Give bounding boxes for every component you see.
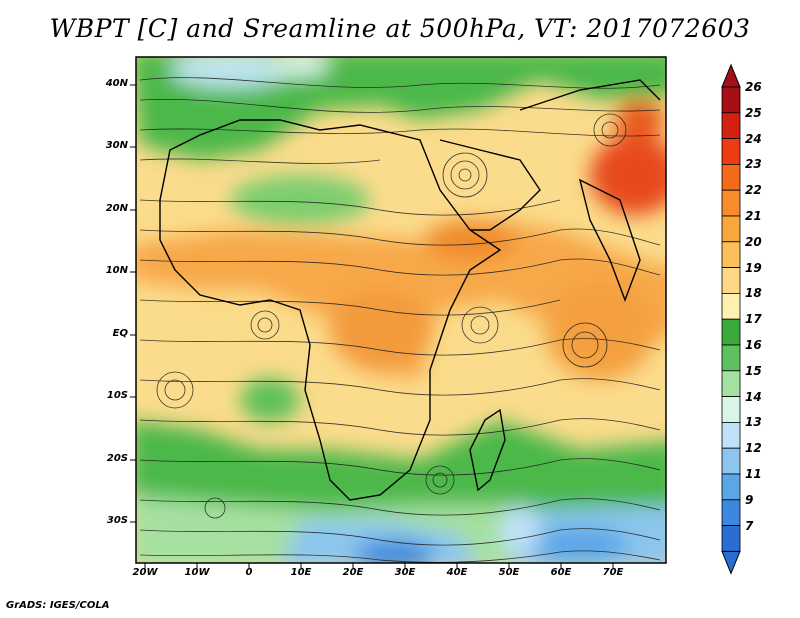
colorbar-label: 15 bbox=[745, 363, 762, 378]
colorbar bbox=[721, 63, 741, 575]
colorbar-label: 23 bbox=[745, 157, 762, 172]
colorbar-label: 20 bbox=[745, 234, 762, 249]
colorbar-label: 25 bbox=[745, 105, 762, 120]
lat-label: 30N bbox=[105, 140, 128, 151]
lat-label: 10S bbox=[106, 390, 128, 401]
colorbar-swatch bbox=[721, 447, 741, 475]
colorbar-swatch bbox=[721, 421, 741, 449]
colorbar-swatch bbox=[721, 370, 741, 397]
colorbar-swatch bbox=[721, 189, 741, 217]
coastlines bbox=[159, 79, 661, 501]
lat-label: 10N bbox=[105, 265, 128, 276]
colorbar-label: 21 bbox=[745, 209, 762, 223]
plot-frame bbox=[135, 56, 667, 564]
colorbar-label: 17 bbox=[745, 312, 762, 327]
lon-label: 0 bbox=[245, 567, 253, 578]
lon-label: 30E bbox=[394, 567, 416, 578]
colorbar-swatch bbox=[721, 267, 741, 294]
colorbar-label: 13 bbox=[745, 415, 762, 430]
colorbar-label: 19 bbox=[745, 260, 762, 275]
lon-label: 10E bbox=[290, 567, 312, 578]
colorbar-swatch bbox=[721, 499, 741, 526]
lon-label: 60E bbox=[550, 567, 572, 578]
colorbar-label: 11 bbox=[745, 467, 762, 481]
lon-label: 40E bbox=[446, 567, 468, 578]
axis-ticks bbox=[130, 84, 614, 569]
colorbar-label: 9 bbox=[745, 492, 754, 507]
colorbar-label: 18 bbox=[745, 286, 762, 301]
colorbar-label: 22 bbox=[745, 183, 762, 198]
colorbar-swatch bbox=[721, 292, 741, 320]
colorbar-swatch bbox=[721, 241, 741, 269]
lat-label: 40N bbox=[105, 78, 128, 89]
lon-label: 50E bbox=[498, 567, 520, 578]
colorbar-top-arrow bbox=[721, 63, 741, 88]
colorbar-label: 26 bbox=[745, 80, 762, 94]
lon-label: 20W bbox=[132, 567, 158, 578]
map-title: WBPT [C] and Sreamline at 500hPa, VT: 20… bbox=[49, 14, 751, 43]
colorbar-label: 7 bbox=[745, 518, 754, 533]
colorbar-swatch bbox=[721, 112, 741, 140]
colorbar-swatch bbox=[721, 525, 741, 552]
lat-label: EQ bbox=[112, 328, 128, 339]
colorbar-label: 16 bbox=[745, 338, 762, 352]
lon-label: 20E bbox=[342, 567, 364, 578]
colorbar-swatch bbox=[721, 473, 741, 501]
colorbar-swatch bbox=[721, 163, 741, 191]
colorbar-label: 14 bbox=[745, 389, 762, 404]
wbpt-field bbox=[136, 57, 666, 563]
lat-label: 20N bbox=[105, 203, 128, 214]
colorbar-label: 12 bbox=[745, 441, 762, 456]
grads-credit: GrADS: IGES/COLA bbox=[6, 600, 110, 611]
colorbar-swatch bbox=[721, 86, 741, 114]
lat-label: 30S bbox=[106, 515, 128, 526]
colorbar-swatch bbox=[721, 138, 741, 165]
colorbar-swatch bbox=[721, 215, 741, 243]
colorbar-bottom-arrow bbox=[721, 550, 741, 575]
lat-label: 20S bbox=[106, 453, 128, 464]
colorbar-swatch bbox=[721, 318, 741, 346]
colorbar-label: 24 bbox=[745, 131, 762, 146]
colorbar-swatch bbox=[721, 344, 741, 372]
colorbar-swatch bbox=[721, 396, 741, 423]
lon-label: 10W bbox=[184, 567, 210, 578]
lon-label: 70E bbox=[602, 567, 624, 578]
